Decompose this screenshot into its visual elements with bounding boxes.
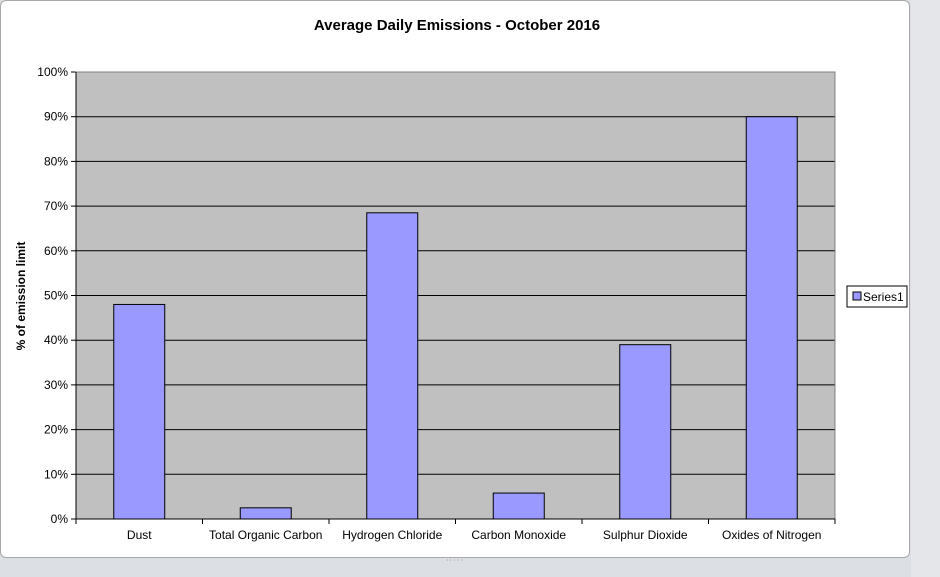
x-tick-label: Carbon Monoxide — [471, 528, 566, 542]
x-tick-labels: Dust Total Organic Carbon Hydrogen Chlorid… — [127, 528, 822, 542]
x-tick-label: Total Organic Carbon — [209, 528, 322, 542]
bar-carbon-monoxide[interactable] — [492, 492, 545, 520]
y-tick-label: 10% — [44, 467, 68, 481]
legend[interactable]: Series1 — [846, 285, 908, 308]
y-tick-label: 30% — [44, 378, 68, 392]
legend-swatch — [852, 291, 862, 301]
bar-oxides-of-nitrogen[interactable] — [745, 116, 798, 520]
window-edge — [911, 0, 940, 577]
bar-sulphur-dioxide[interactable] — [619, 344, 672, 520]
y-tick-label: 70% — [44, 199, 68, 213]
legend-box — [846, 285, 908, 308]
y-tick-label: 50% — [44, 289, 68, 303]
y-tick-label: 40% — [44, 333, 68, 347]
y-tick-label: 90% — [44, 110, 68, 124]
bar-total-organic-carbon[interactable] — [239, 507, 292, 520]
x-tick-label: Sulphur Dioxide — [603, 528, 688, 542]
y-tick-label: 100% — [37, 65, 68, 79]
y-tick-label: 60% — [44, 244, 68, 258]
bar-hydrogen-chloride[interactable] — [366, 212, 419, 520]
bar-dust[interactable] — [113, 303, 166, 520]
legend-label: Series1 — [863, 290, 904, 304]
bar-chart: Average Daily Emissions - October 2016 0… — [14, 17, 908, 542]
y-tick-label: 20% — [44, 423, 68, 437]
axes — [71, 71, 836, 524]
bars — [113, 116, 798, 520]
y-tick-labels: 0% 10% 20% 30% 40% 50% 60% 70% 80% 90% 100% — [37, 65, 68, 526]
resize-grip[interactable]: ····· — [446, 556, 464, 565]
x-tick-label: Oxides of Nitrogen — [722, 528, 821, 542]
y-axis-label: % of emission limit — [14, 242, 28, 351]
x-tick-label: Hydrogen Chloride — [342, 528, 442, 542]
y-tick-label: 0% — [51, 512, 69, 526]
x-tick-label: Dust — [127, 528, 152, 542]
y-tick-label: 80% — [44, 154, 68, 168]
chart-area[interactable]: Average Daily Emissions - October 2016 0… — [0, 0, 910, 558]
chart-title: Average Daily Emissions - October 2016 — [314, 17, 600, 34]
